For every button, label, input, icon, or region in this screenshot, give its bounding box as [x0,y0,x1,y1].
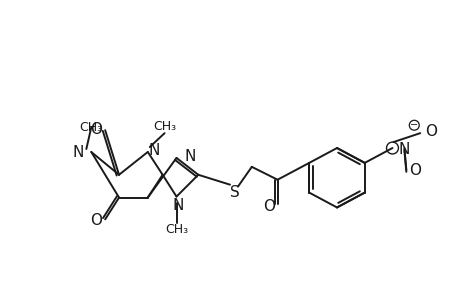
Text: S: S [230,185,239,200]
Text: N: N [148,143,160,158]
Text: N: N [184,149,196,164]
Text: O: O [409,163,420,178]
Text: CH₃: CH₃ [165,223,188,236]
Text: O: O [262,199,274,214]
Text: CH₃: CH₃ [79,121,103,134]
Text: O: O [424,124,436,139]
Text: −: − [409,120,417,130]
Text: O: O [90,122,102,137]
Text: N: N [397,142,409,157]
Text: O: O [90,213,102,228]
Text: N: N [73,146,84,160]
Text: CH₃: CH₃ [153,120,176,133]
Text: N: N [173,198,184,213]
